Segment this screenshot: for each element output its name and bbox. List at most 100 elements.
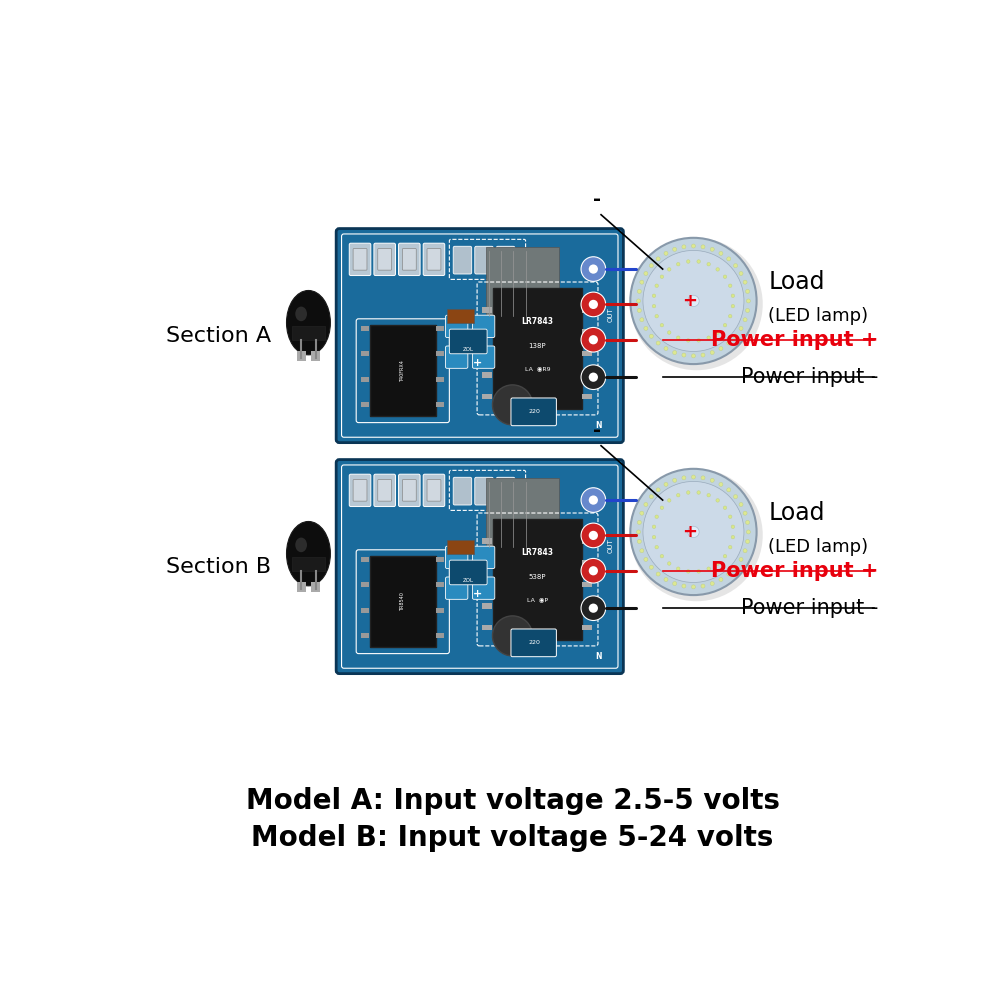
Circle shape [581,596,606,620]
Circle shape [636,299,641,303]
Circle shape [581,257,606,281]
Circle shape [688,526,699,538]
Circle shape [667,331,671,334]
FancyBboxPatch shape [353,480,367,501]
Text: LA  ◉R9: LA ◉R9 [525,366,550,371]
Circle shape [746,308,750,313]
Circle shape [710,478,714,482]
Circle shape [743,549,747,553]
Circle shape [637,289,641,293]
Circle shape [701,245,705,249]
Circle shape [743,511,747,515]
FancyBboxPatch shape [399,243,420,276]
Bar [361,633,369,638]
Circle shape [581,327,606,352]
Bar [482,329,492,334]
Bar [436,326,444,331]
Circle shape [581,558,606,583]
Bar [482,351,492,356]
Circle shape [727,341,731,345]
Text: 220: 220 [528,640,540,645]
Text: 138P: 138P [529,343,546,349]
Circle shape [643,250,744,351]
Circle shape [673,247,677,251]
Circle shape [746,299,750,303]
Circle shape [581,488,606,512]
Circle shape [673,582,677,586]
Circle shape [589,495,598,505]
Circle shape [723,275,727,279]
FancyBboxPatch shape [472,577,495,599]
Text: T40FRX4: T40FRX4 [400,360,405,382]
Circle shape [664,578,668,582]
Circle shape [652,535,656,539]
Circle shape [691,244,695,248]
Circle shape [581,523,606,548]
Bar [482,372,492,378]
FancyBboxPatch shape [399,474,420,507]
Circle shape [649,565,653,569]
Text: 538P: 538P [529,574,546,580]
Circle shape [644,271,648,276]
Text: Section B: Section B [166,557,271,577]
Circle shape [697,570,700,573]
Circle shape [682,584,686,588]
Circle shape [728,515,732,518]
Circle shape [644,326,648,330]
Bar [292,326,325,340]
Circle shape [655,515,658,518]
Circle shape [739,271,743,276]
Circle shape [727,257,731,261]
Circle shape [630,469,763,601]
Ellipse shape [287,290,330,355]
Circle shape [719,347,723,351]
FancyBboxPatch shape [496,246,515,274]
Circle shape [746,530,750,534]
Bar [297,351,306,361]
Text: Model A: Input voltage 2.5-5 volts: Model A: Input voltage 2.5-5 volts [246,787,780,815]
Bar [582,351,592,356]
Circle shape [492,616,533,656]
FancyBboxPatch shape [374,474,395,507]
FancyBboxPatch shape [472,546,495,569]
Text: Section A: Section A [166,326,271,346]
Bar [582,307,592,313]
FancyBboxPatch shape [472,315,495,338]
FancyBboxPatch shape [336,460,623,674]
Circle shape [581,292,606,317]
Circle shape [719,482,723,486]
Circle shape [734,495,738,499]
Circle shape [660,275,664,279]
Bar [482,582,492,587]
Circle shape [652,294,656,298]
Circle shape [686,491,690,494]
Circle shape [710,351,714,355]
Bar [482,560,492,565]
Text: (LED lamp): (LED lamp) [768,538,868,556]
FancyBboxPatch shape [378,480,392,501]
Circle shape [660,323,664,327]
Bar [361,326,369,331]
Circle shape [707,567,710,570]
Bar [436,377,444,382]
Circle shape [656,488,660,492]
Text: OUT: OUT [608,538,614,553]
Circle shape [731,294,735,298]
Bar [361,557,369,562]
Bar [582,329,592,334]
Circle shape [667,562,671,565]
Circle shape [492,385,533,425]
Circle shape [673,478,677,482]
Bar [436,402,444,407]
Circle shape [589,335,598,344]
Bar [447,309,474,323]
Bar [361,608,369,613]
FancyBboxPatch shape [449,560,487,585]
Circle shape [655,314,658,318]
Circle shape [589,300,598,309]
Circle shape [667,268,671,271]
FancyBboxPatch shape [349,243,371,276]
Bar [361,377,369,382]
Circle shape [723,506,727,510]
Circle shape [691,475,695,479]
